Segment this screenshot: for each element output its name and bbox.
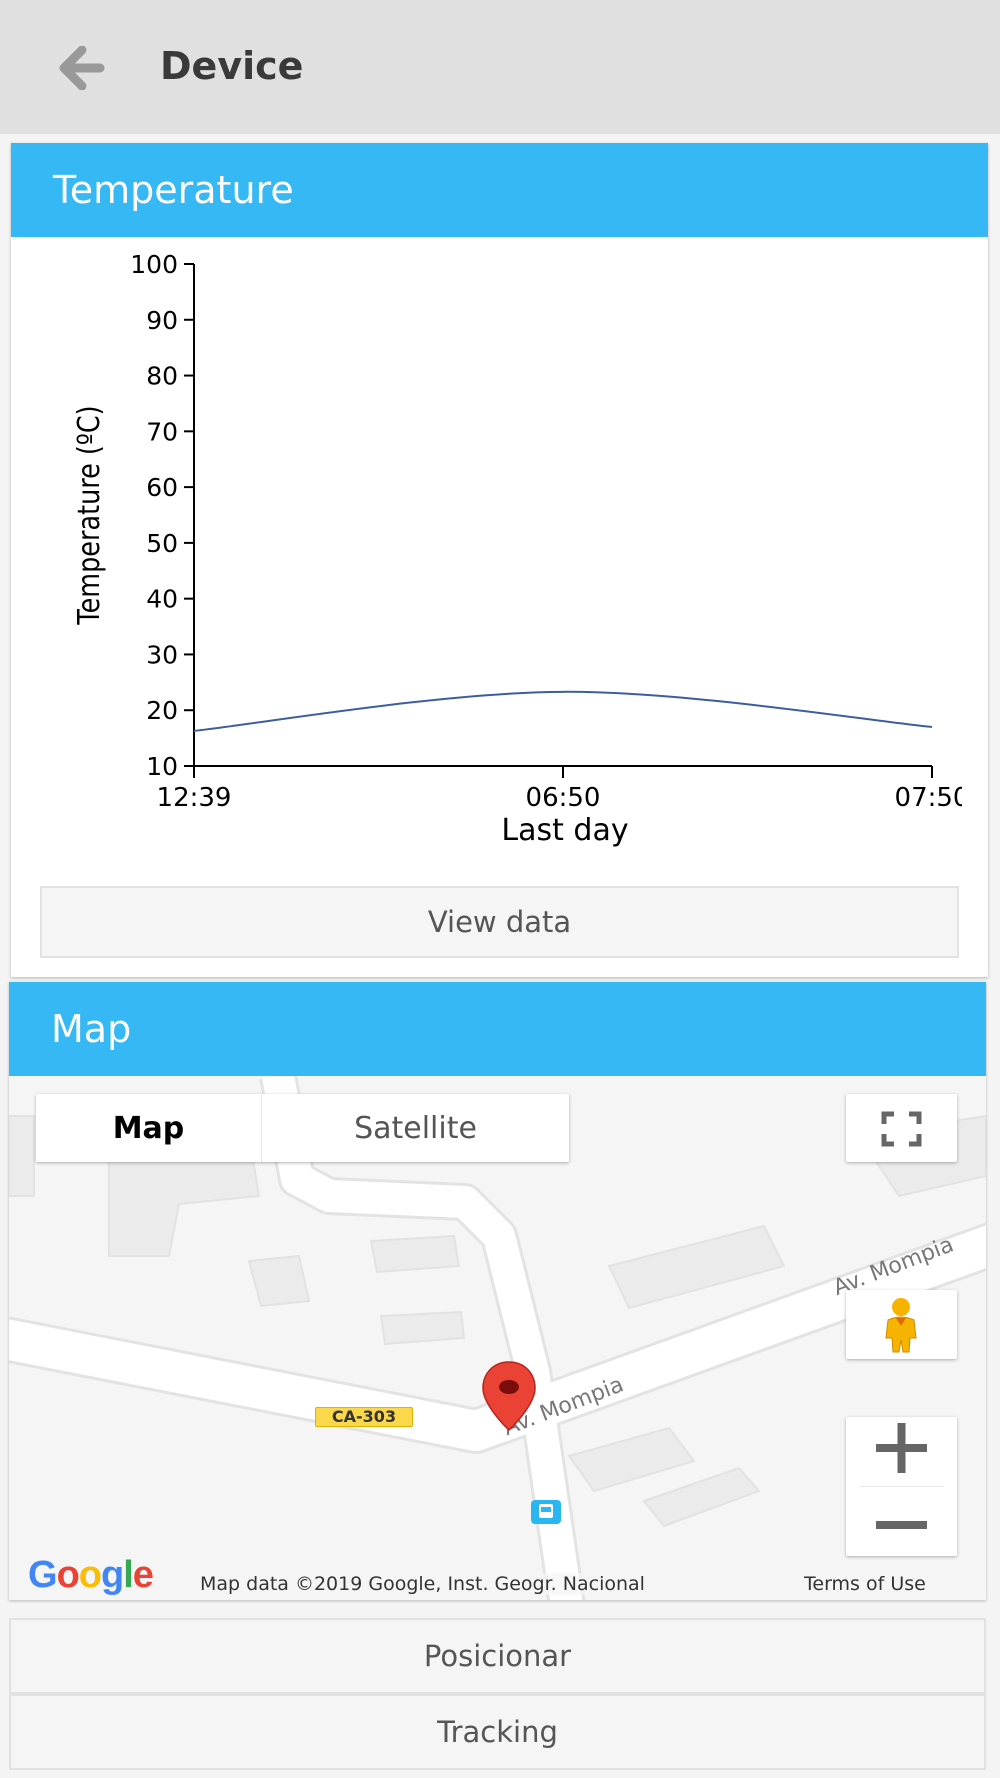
zoom-control bbox=[846, 1417, 957, 1556]
building bbox=[247, 1254, 311, 1308]
y-tick-label: 80 bbox=[146, 362, 178, 391]
terms-of-use-link[interactable]: Terms of Use bbox=[804, 1573, 926, 1595]
building bbox=[9, 1115, 35, 1197]
map-type-satellite-button[interactable]: Satellite bbox=[354, 1110, 477, 1146]
y-tick-label: 90 bbox=[146, 306, 178, 335]
temperature-chart: 10 20 30 40 50 60 70 80 90 100 12:39 06:50 07:50 Last… bbox=[71, 250, 962, 848]
top-app-bar: Device bbox=[0, 0, 1000, 134]
x-tick-label: 06:50 bbox=[526, 783, 601, 813]
y-tick-label: 70 bbox=[146, 417, 178, 446]
bus-stop-icon[interactable] bbox=[531, 1500, 561, 1524]
zoom-out-icon[interactable] bbox=[846, 1487, 957, 1556]
building bbox=[369, 1234, 461, 1274]
y-tick-label: 60 bbox=[146, 473, 178, 502]
street-view-pegman-button[interactable] bbox=[846, 1290, 957, 1359]
y-tick-label: 20 bbox=[146, 696, 178, 725]
building bbox=[607, 1224, 786, 1310]
map-marker-icon[interactable] bbox=[481, 1360, 537, 1432]
x-axis-label: Last day bbox=[501, 813, 628, 848]
y-tick-label: 30 bbox=[146, 640, 178, 669]
posicionar-button[interactable]: Posicionar bbox=[9, 1618, 986, 1694]
zoom-divider bbox=[860, 1486, 943, 1487]
x-tick-label: 07:50 bbox=[895, 783, 962, 813]
building bbox=[642, 1466, 761, 1528]
temperature-card: Temperature 10 20 30 40 50 60 70 80 90 100 12:39 06… bbox=[11, 143, 988, 977]
back-arrow-icon[interactable] bbox=[56, 46, 106, 90]
y-tick-label: 10 bbox=[146, 752, 178, 781]
tracking-button[interactable]: Tracking bbox=[9, 1694, 986, 1770]
x-tick-label: 12:39 bbox=[157, 783, 232, 813]
map-attribution: Map data ©2019 Google, Inst. Geogr. Naci… bbox=[200, 1573, 645, 1595]
road-badge: CA-303 bbox=[315, 1407, 413, 1427]
pegman-icon bbox=[885, 1298, 917, 1353]
map-tiles bbox=[9, 1076, 986, 1600]
y-tick-label: 40 bbox=[146, 585, 178, 614]
y-tick-label: 100 bbox=[130, 250, 178, 279]
building bbox=[567, 1426, 696, 1493]
map-type-map-button[interactable]: Map bbox=[36, 1094, 262, 1162]
map-card: Map CA-303 Av. Mompia Av. Momp bbox=[9, 982, 986, 1600]
y-axis-label: Temperature (ºC) bbox=[71, 405, 107, 625]
temperature-series-line bbox=[193, 690, 933, 732]
google-logo: Google bbox=[28, 1554, 154, 1596]
zoom-in-icon[interactable] bbox=[846, 1417, 957, 1487]
fullscreen-button[interactable] bbox=[846, 1094, 957, 1162]
temperature-card-title: Temperature bbox=[11, 143, 988, 237]
page-title: Device bbox=[160, 44, 304, 88]
map-type-toggle: Map Satellite bbox=[36, 1094, 569, 1162]
map-view[interactable]: CA-303 Av. Mompia Av. Mompia Map Satelli… bbox=[9, 1076, 986, 1600]
fullscreen-icon bbox=[881, 1111, 922, 1147]
building bbox=[379, 1310, 466, 1346]
map-card-title: Map bbox=[9, 982, 986, 1076]
y-tick-label: 50 bbox=[146, 529, 178, 558]
view-data-button[interactable]: View data bbox=[40, 886, 959, 958]
